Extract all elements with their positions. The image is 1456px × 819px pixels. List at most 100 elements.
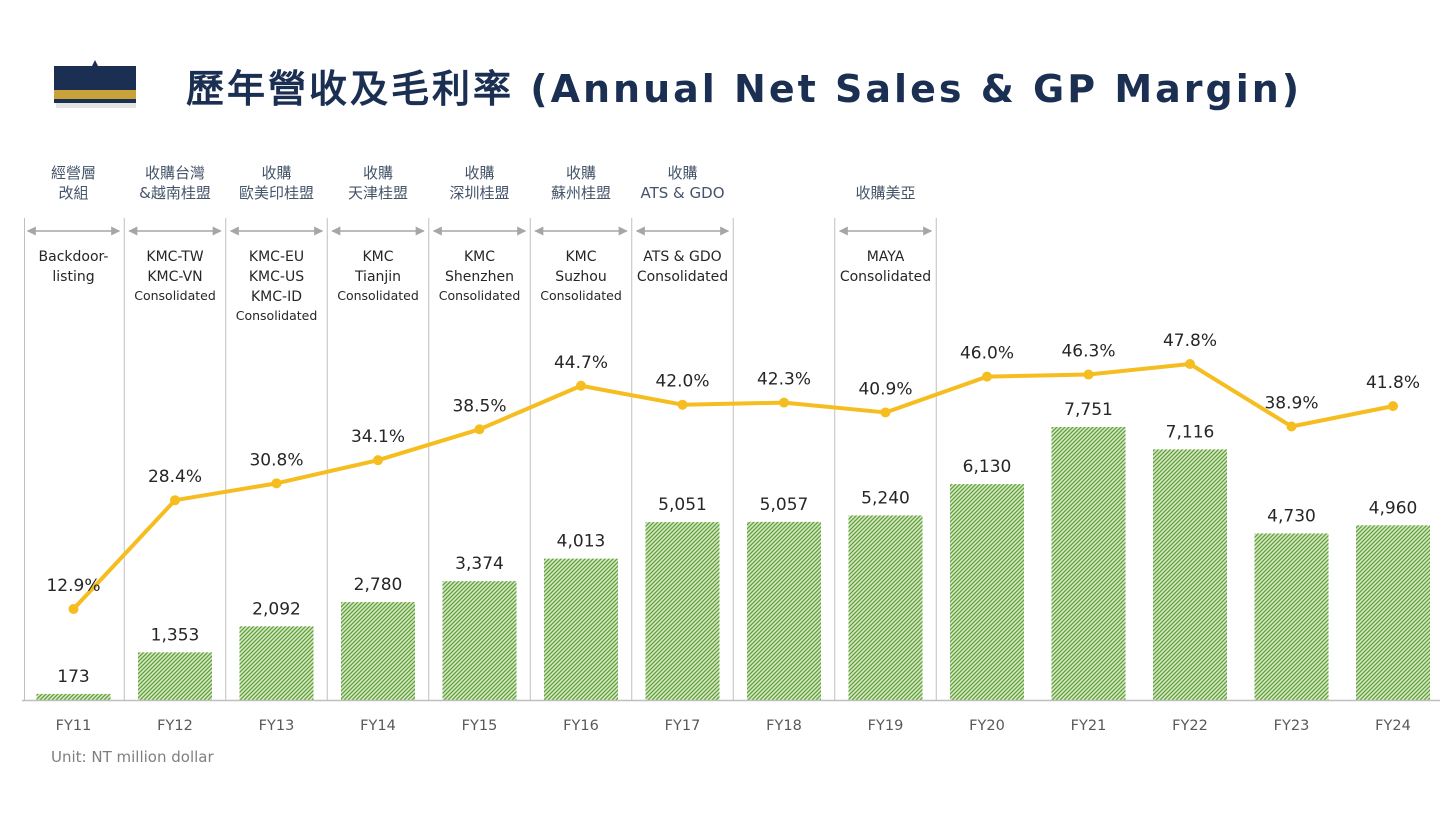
event-label: 收購 xyxy=(566,164,596,182)
event-label: 深圳桂盟 xyxy=(449,184,509,202)
x-tick-label: FY14 xyxy=(360,718,396,734)
x-tick-label: FY19 xyxy=(868,718,904,734)
gp-margin-line xyxy=(72,362,1394,611)
x-tick-label: FY12 xyxy=(157,718,193,734)
event-consolidated: Consolidated xyxy=(439,288,521,303)
event-detail: KMC xyxy=(464,249,495,265)
gp-value-label: 46.0% xyxy=(960,344,1014,364)
x-tick-label: FY11 xyxy=(56,718,92,734)
event-detail: KMC-US xyxy=(249,269,304,285)
gp-point-fy13 xyxy=(271,478,282,489)
bar-value-label: 2,780 xyxy=(354,575,403,595)
bar-fy14 xyxy=(341,602,415,700)
bar-fy24 xyxy=(1356,525,1430,700)
bar-value-label: 5,057 xyxy=(760,495,809,515)
event-detail: Backdoor- xyxy=(39,249,109,265)
event-consolidated: Consolidated xyxy=(540,288,622,303)
gp-point-fy11 xyxy=(68,604,79,614)
bar-value-label: 5,240 xyxy=(861,488,910,508)
gp-value-label: 46.3% xyxy=(1061,342,1115,362)
gp-value-label: 40.9% xyxy=(858,379,912,399)
x-tick-label: FY21 xyxy=(1071,718,1107,734)
bar-value-label: 4,730 xyxy=(1267,506,1316,526)
event-label: 歐美印桂盟 xyxy=(239,184,314,202)
bar-fy20 xyxy=(950,484,1024,700)
bar-value-label: 3,374 xyxy=(455,554,504,574)
gp-value-label: 28.4% xyxy=(148,467,202,487)
gp-point-fy22 xyxy=(1185,359,1195,369)
bar-fy23 xyxy=(1254,533,1329,700)
bar-value-label: 5,051 xyxy=(658,495,707,515)
event-label: &越南桂盟 xyxy=(139,184,211,202)
event-detail: KMC-VN xyxy=(147,269,202,285)
gp-value-label: 38.5% xyxy=(452,396,506,416)
gp-point-fy14 xyxy=(373,455,383,466)
bar-fy15 xyxy=(442,581,517,700)
x-tick-label: FY13 xyxy=(259,718,295,734)
event-detail: listing xyxy=(52,269,94,285)
gp-value-label: 47.8% xyxy=(1163,331,1217,351)
bar-fy21 xyxy=(1051,427,1126,700)
bar-fy17 xyxy=(645,522,720,700)
event-label: 收購 xyxy=(464,164,494,182)
bar-fy13 xyxy=(239,626,314,700)
gp-point-fy12 xyxy=(170,495,180,506)
bar-value-label: 7,751 xyxy=(1064,400,1113,420)
gp-value-label: 12.9% xyxy=(46,576,100,596)
x-tick-label: FY17 xyxy=(665,718,701,734)
event-detail: KMC xyxy=(565,249,596,265)
x-tick-label: FY16 xyxy=(563,718,599,734)
gp-value-label: 38.9% xyxy=(1264,393,1318,413)
event-label: 收購台灣 xyxy=(145,164,205,182)
gp-value-label: 44.7% xyxy=(554,353,608,373)
gp-point-fy19 xyxy=(880,407,891,418)
gp-point-fy16 xyxy=(576,380,586,391)
event-label: ATS & GDO xyxy=(641,184,725,202)
event-label: 蘇州桂盟 xyxy=(551,184,611,202)
gp-point-fy23 xyxy=(1286,421,1297,432)
x-tick-label: FY24 xyxy=(1375,718,1411,734)
x-tick-label: FY20 xyxy=(969,718,1005,734)
event-detail: Suzhou xyxy=(555,269,606,285)
event-detail: KMC-TW xyxy=(146,249,203,265)
event-label: 收購美亞 xyxy=(855,184,915,202)
event-detail: ATS & GDO xyxy=(643,249,721,265)
event-label: 天津桂盟 xyxy=(348,184,408,202)
event-detail: KMC-EU xyxy=(249,249,304,265)
event-consolidated: Consolidated xyxy=(337,288,419,303)
event-consolidated: Consolidated xyxy=(236,308,318,323)
bar-fy12 xyxy=(138,652,212,700)
gp-point-fy17 xyxy=(677,399,688,410)
x-tick-label: FY18 xyxy=(766,718,802,734)
event-consolidated: Consolidated xyxy=(134,288,216,303)
bar-value-label: 6,130 xyxy=(963,457,1012,477)
page-title: 歷年營收及毛利率 (Annual Net Sales & GP Margin) xyxy=(186,67,1303,111)
gp-point-fy18 xyxy=(779,397,789,408)
event-label: 經營層 xyxy=(51,164,96,182)
company-logo xyxy=(54,60,136,108)
bar-fy22 xyxy=(1153,449,1227,700)
gp-value-label: 30.8% xyxy=(249,450,303,470)
gp-value-label: 41.8% xyxy=(1366,373,1420,393)
event-label: 收購 xyxy=(261,164,291,182)
gp-point-fy24 xyxy=(1388,401,1398,412)
event-label: 收購 xyxy=(363,164,393,182)
gp-value-label: 42.3% xyxy=(757,370,811,390)
gp-value-label: 34.1% xyxy=(351,427,405,447)
bar-fy16 xyxy=(544,558,618,700)
event-detail: Consolidated xyxy=(637,269,728,285)
gp-point-fy15 xyxy=(474,424,485,435)
bar-fy11 xyxy=(36,693,111,700)
event-label: 收購 xyxy=(667,164,697,182)
bar-value-label: 2,092 xyxy=(252,599,301,619)
event-detail: Tianjin xyxy=(354,269,401,285)
bar-value-label: 4,013 xyxy=(557,532,606,552)
event-detail: Consolidated xyxy=(840,269,931,285)
unit-note: Unit: NT million dollar xyxy=(51,748,214,766)
bar-value-label: 4,960 xyxy=(1369,498,1418,518)
bar-fy19 xyxy=(848,515,923,700)
event-detail: KMC-ID xyxy=(251,289,302,305)
event-label: 改組 xyxy=(58,184,88,202)
bar-value-label: 1,353 xyxy=(151,625,200,645)
